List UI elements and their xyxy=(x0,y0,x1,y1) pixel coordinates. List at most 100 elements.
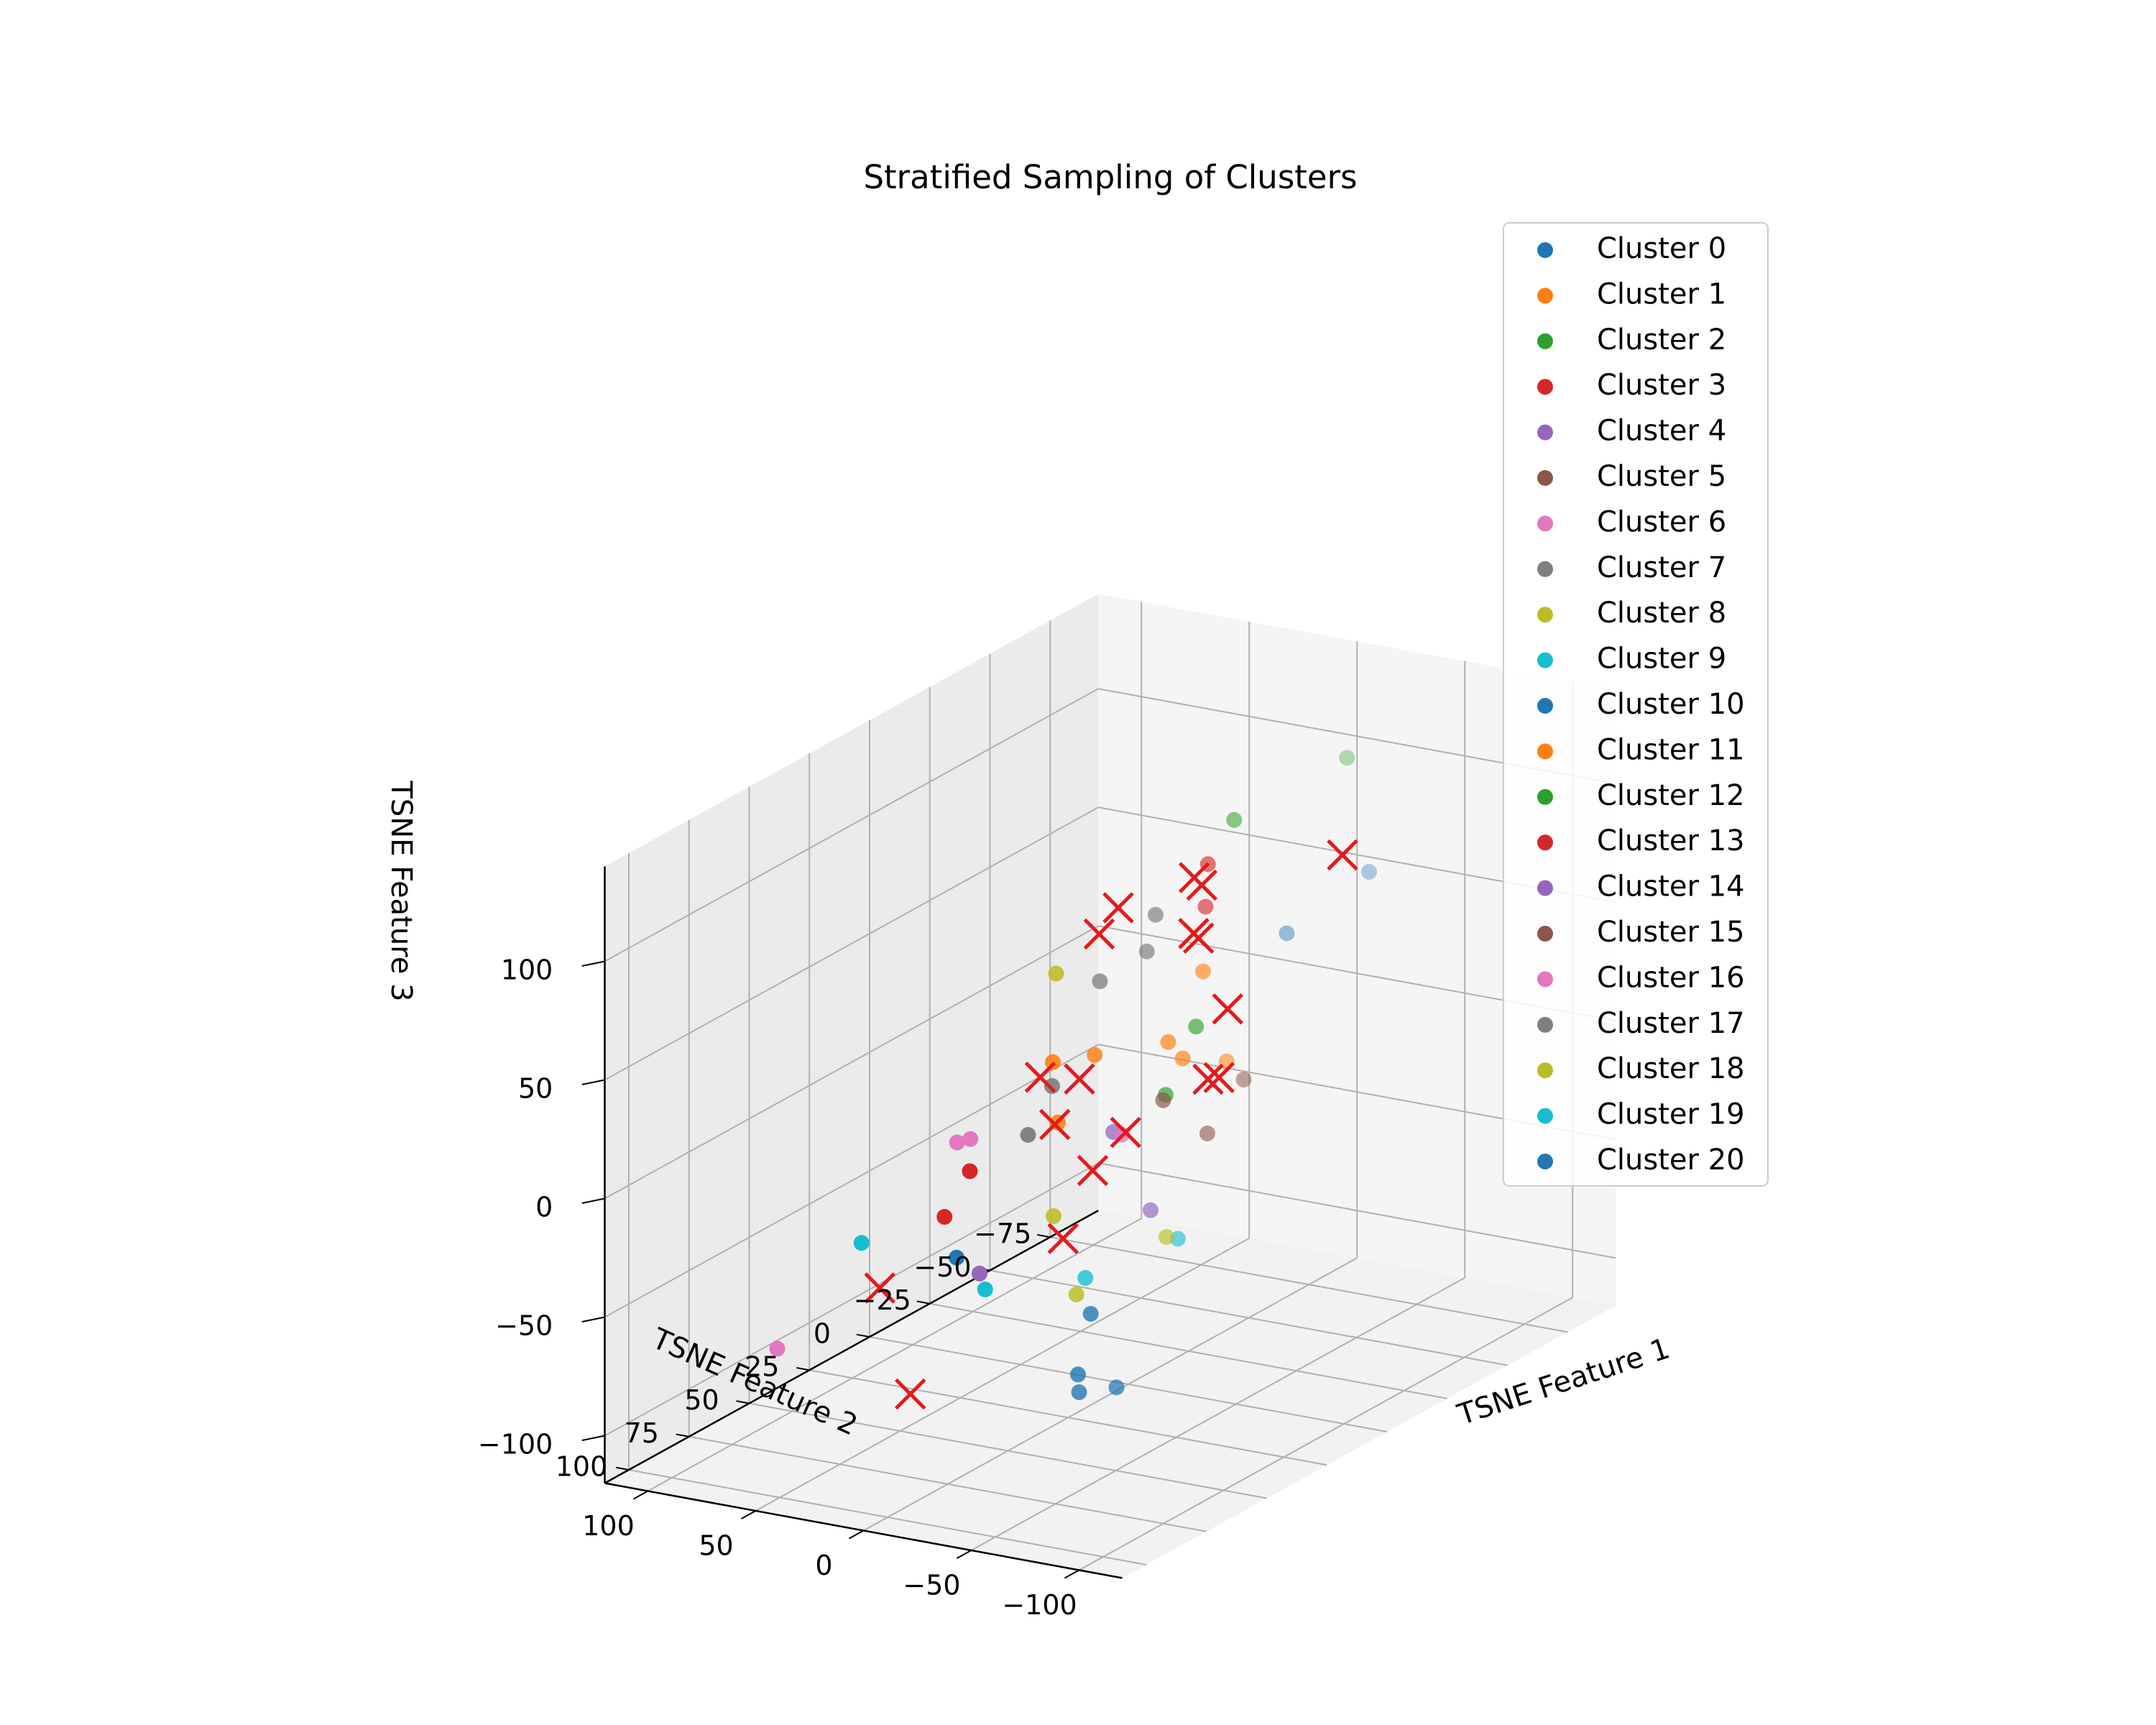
x-tick-label: 0 xyxy=(815,1550,832,1581)
legend-label: Cluster 19 xyxy=(1597,1098,1745,1131)
sampled-marker xyxy=(1178,917,1210,949)
sampled-marker xyxy=(1064,1063,1095,1095)
legend-label: Cluster 16 xyxy=(1597,961,1745,994)
grid-x-floor xyxy=(1079,1297,1573,1571)
grid-y-floor xyxy=(688,1435,1207,1532)
legend-item: Cluster 12 xyxy=(1537,779,1745,812)
legend-item: Cluster 6 xyxy=(1537,505,1726,538)
legend-item: Cluster 15 xyxy=(1537,916,1745,949)
legend-label: Cluster 7 xyxy=(1597,551,1726,584)
y-tick-label: 75 xyxy=(625,1417,659,1449)
data-point xyxy=(949,1249,964,1266)
sampled-marker xyxy=(1038,1108,1071,1141)
legend-label: Cluster 2 xyxy=(1597,323,1726,356)
data-point xyxy=(1188,1018,1204,1035)
grid-z-left xyxy=(604,1162,1099,1437)
x-tick xyxy=(632,1490,648,1500)
z-tick-label: 100 xyxy=(501,954,553,986)
grid-z-left xyxy=(604,688,1099,962)
legend-swatch xyxy=(1537,242,1553,258)
legend-swatch xyxy=(1537,333,1553,349)
data-point xyxy=(1020,1127,1036,1143)
data-point xyxy=(769,1340,786,1357)
grid-lines xyxy=(604,602,1616,1571)
legend-swatch xyxy=(1537,971,1553,988)
data-point xyxy=(1174,1050,1191,1067)
legend-item: Cluster 9 xyxy=(1537,643,1726,676)
legend-swatch xyxy=(1537,515,1553,532)
grid-z-right xyxy=(1098,1162,1616,1259)
grid-y-floor xyxy=(869,1336,1388,1432)
sampled-marker xyxy=(1047,1223,1079,1255)
data-point xyxy=(1082,1305,1099,1322)
legend-swatch xyxy=(1537,561,1553,577)
legend-label: Cluster 10 xyxy=(1597,688,1745,721)
legend-item: Cluster 0 xyxy=(1537,232,1726,265)
grid-z-left xyxy=(604,1044,1099,1318)
legend-item: Cluster 17 xyxy=(1537,1007,1745,1040)
legend-swatch xyxy=(1537,288,1553,304)
sampled-marker xyxy=(1077,1154,1109,1187)
data-point xyxy=(1048,965,1064,982)
z-tick xyxy=(581,1435,605,1441)
x-tick-label: 100 xyxy=(582,1510,635,1542)
y-tick xyxy=(916,1300,930,1305)
grid-z-left xyxy=(604,806,1099,1081)
legend-label: Cluster 3 xyxy=(1597,369,1726,402)
sampled-marker xyxy=(1192,1063,1224,1095)
z-tick xyxy=(581,1079,605,1085)
data-point xyxy=(1195,963,1211,980)
data-points xyxy=(769,750,1377,1400)
y-tick xyxy=(736,1400,750,1404)
data-point xyxy=(1361,864,1377,880)
legend-item: Cluster 11 xyxy=(1537,733,1745,766)
grid-y-floor xyxy=(749,1402,1267,1499)
data-point xyxy=(1226,811,1243,828)
y-tick xyxy=(1037,1233,1051,1238)
data-point xyxy=(1068,1287,1084,1302)
sampled-marker xyxy=(864,1272,896,1304)
x-tick xyxy=(956,1550,972,1559)
y-tick-label: −50 xyxy=(913,1251,971,1283)
z-axis-label: TSNE Feature 3 xyxy=(384,780,418,1001)
data-point xyxy=(1087,1046,1103,1063)
legend-swatch xyxy=(1537,1108,1553,1124)
x-tick-label: 50 xyxy=(699,1530,733,1562)
y-axis-line xyxy=(604,1210,1099,1484)
sampled-marker xyxy=(1110,1116,1142,1149)
legend-label: Cluster 15 xyxy=(1597,916,1745,949)
z-tick xyxy=(581,1316,605,1322)
legend-item: Cluster 8 xyxy=(1537,597,1726,630)
data-point xyxy=(936,1209,953,1225)
legend-swatch xyxy=(1537,788,1553,805)
legend-item: Cluster 7 xyxy=(1537,551,1726,584)
data-point xyxy=(1235,1072,1252,1087)
legend-box xyxy=(1503,222,1769,1187)
data-point xyxy=(962,1131,979,1147)
z-tick-label: 50 xyxy=(518,1073,553,1105)
left-pane xyxy=(604,594,1099,1484)
data-point xyxy=(1138,943,1155,960)
y-tick xyxy=(676,1433,689,1438)
data-point xyxy=(1070,1366,1086,1383)
y-tick-label: −25 xyxy=(854,1284,911,1316)
z-tick-label: 0 xyxy=(535,1192,553,1223)
data-point xyxy=(1143,1202,1158,1218)
data-point xyxy=(949,1134,965,1151)
legend-swatch xyxy=(1537,1154,1553,1169)
data-point xyxy=(1046,1208,1061,1224)
legend-label: Cluster 18 xyxy=(1597,1052,1745,1085)
data-point xyxy=(962,1163,978,1179)
legend-label: Cluster 0 xyxy=(1597,232,1726,265)
legend-label: Cluster 1 xyxy=(1597,277,1726,310)
sampled-marker xyxy=(1212,993,1244,1025)
grid-x-floor xyxy=(863,1257,1358,1532)
tick-labels: −100−50050100−75−50−250255075100−100−500… xyxy=(478,954,1077,1622)
axis-panes xyxy=(604,594,1616,1578)
sampled-markers xyxy=(864,839,1358,1410)
legend-label: Cluster 11 xyxy=(1597,733,1745,766)
legend-item: Cluster 1 xyxy=(1537,277,1726,310)
legend-label: Cluster 6 xyxy=(1597,505,1726,538)
legend-label: Cluster 14 xyxy=(1597,870,1745,903)
grid-z-left xyxy=(604,925,1099,1200)
